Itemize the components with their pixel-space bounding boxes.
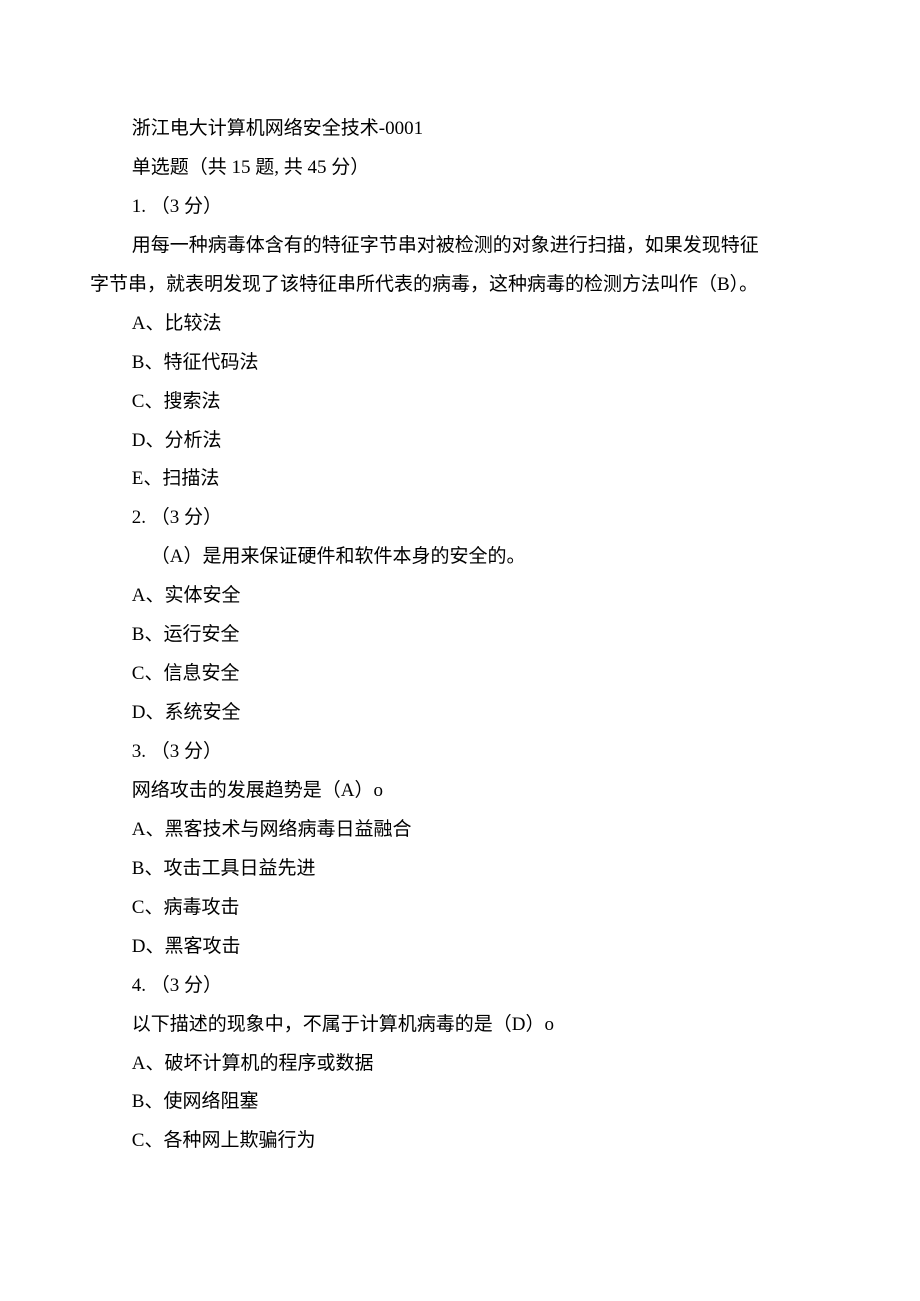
q4-stem: 以下描述的现象中，不属于计算机病毒的是（D）o bbox=[90, 1006, 830, 1045]
q1-option-b: B、特征代码法 bbox=[90, 344, 830, 383]
q3-stem: 网络攻击的发展趋势是（A）o bbox=[90, 772, 830, 811]
q1-stem-line2: 字节串，就表明发现了该特征串所代表的病毒，这种病毒的检测方法叫作（B）。 bbox=[90, 266, 830, 305]
q2-option-a: A、实体安全 bbox=[90, 577, 830, 616]
q4-option-c: C、各种网上欺骗行为 bbox=[90, 1122, 830, 1161]
q1-option-d: D、分析法 bbox=[90, 422, 830, 461]
q2-points: （3 分） bbox=[151, 507, 222, 528]
q3-header: 3. （3 分） bbox=[90, 733, 830, 772]
q3-option-d: D、黑客攻击 bbox=[90, 928, 830, 967]
q1-points: （3 分） bbox=[151, 196, 222, 217]
q3-option-c: C、病毒攻击 bbox=[90, 889, 830, 928]
q3-number: 3. bbox=[132, 741, 146, 762]
q2-option-c: C、信息安全 bbox=[90, 655, 830, 694]
q3-option-b: B、攻击工具日益先进 bbox=[90, 850, 830, 889]
document-body: 浙江电大计算机网络安全技术-0001 单选题（共 15 题, 共 45 分） 1… bbox=[90, 110, 830, 1161]
q3-points: （3 分） bbox=[151, 741, 222, 762]
q4-header: 4. （3 分） bbox=[90, 967, 830, 1006]
q2-header: 2. （3 分） bbox=[90, 499, 830, 538]
q1-option-c: C、搜索法 bbox=[90, 383, 830, 422]
q2-option-b: B、运行安全 bbox=[90, 616, 830, 655]
q3-option-a: A、黑客技术与网络病毒日益融合 bbox=[90, 811, 830, 850]
q4-points: （3 分） bbox=[151, 975, 222, 996]
q1-number: 1. bbox=[132, 196, 146, 217]
q2-number: 2. bbox=[132, 507, 146, 528]
q4-option-a: A、破坏计算机的程序或数据 bbox=[90, 1045, 830, 1084]
q1-option-e: E、扫描法 bbox=[90, 460, 830, 499]
q2-stem: （A）是用来保证硬件和软件本身的安全的。 bbox=[90, 538, 830, 577]
doc-title: 浙江电大计算机网络安全技术-0001 bbox=[90, 110, 830, 149]
q2-option-d: D、系统安全 bbox=[90, 694, 830, 733]
q4-option-b: B、使网络阻塞 bbox=[90, 1083, 830, 1122]
q1-header: 1. （3 分） bbox=[90, 188, 830, 227]
q1-stem-line1: 用每一种病毒体含有的特征字节串对被检测的对象进行扫描，如果发现特征 bbox=[90, 227, 830, 266]
section-header: 单选题（共 15 题, 共 45 分） bbox=[90, 149, 830, 188]
q4-number: 4. bbox=[132, 975, 146, 996]
q1-option-a: A、比较法 bbox=[90, 305, 830, 344]
